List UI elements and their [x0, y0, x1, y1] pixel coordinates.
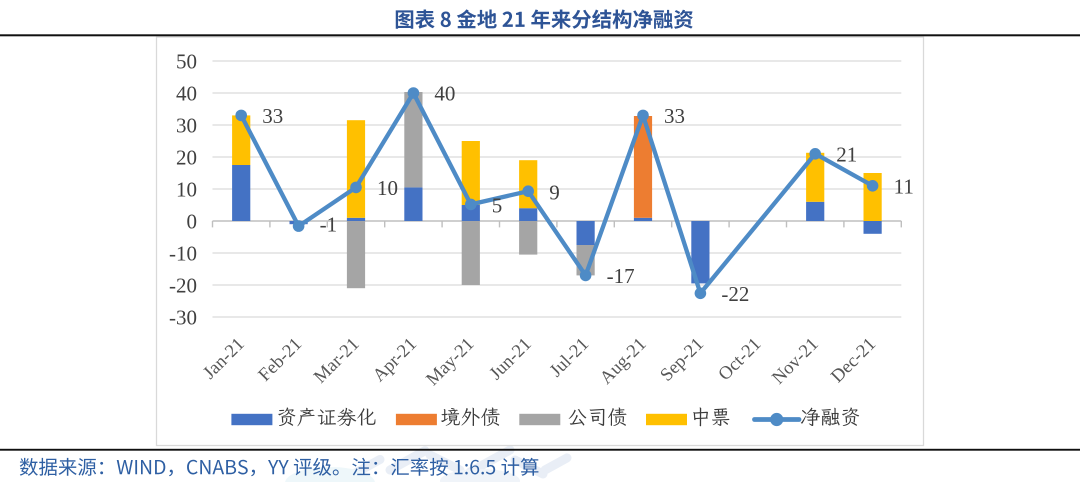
svg-text:-30: -30 — [169, 305, 197, 329]
svg-text:0: 0 — [187, 209, 198, 233]
svg-text:40: 40 — [176, 81, 197, 105]
svg-text:9: 9 — [549, 181, 560, 205]
svg-text:10: 10 — [377, 176, 398, 200]
svg-text:5: 5 — [492, 194, 503, 218]
svg-text:50: 50 — [176, 49, 197, 73]
svg-text:10: 10 — [176, 177, 197, 201]
svg-text:-17: -17 — [607, 264, 635, 288]
svg-text:21: 21 — [836, 142, 857, 166]
svg-text:40: 40 — [434, 82, 455, 106]
svg-text:-20: -20 — [169, 273, 197, 297]
svg-text:-10: -10 — [169, 241, 197, 265]
svg-text:33: 33 — [262, 104, 283, 128]
svg-text:33: 33 — [664, 104, 685, 128]
svg-text:30: 30 — [176, 113, 197, 137]
svg-text:-1: -1 — [320, 213, 338, 237]
svg-text:-22: -22 — [721, 282, 749, 306]
svg-text:11: 11 — [894, 174, 914, 198]
svg-text:20: 20 — [176, 145, 197, 169]
